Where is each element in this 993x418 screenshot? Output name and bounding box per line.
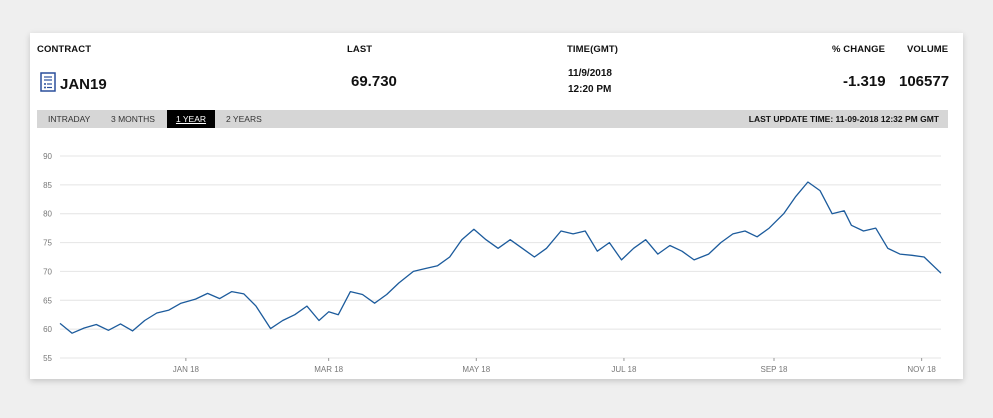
date-value: 11/9/2018	[568, 68, 612, 79]
y-tick-label: 85	[43, 181, 52, 190]
range-tab-bar: INTRADAY 3 MONTHS 1 YEAR 2 YEARS LAST UP…	[37, 110, 948, 128]
y-tick-label: 65	[43, 296, 52, 305]
tab-1-year[interactable]: 1 YEAR	[167, 110, 215, 128]
contract-header: CONTRACT	[37, 44, 92, 55]
y-tick-label: 75	[43, 239, 52, 248]
y-tick-label: 55	[43, 354, 52, 363]
change-header: % CHANGE	[832, 44, 886, 55]
price-series-line	[59, 181, 942, 334]
price-chart: 90 85 80 75 70 65 60 55 JAN 18 MAR 18 MAY 18 JUL 18…	[43, 152, 942, 374]
quote-card: CONTRACT LAST TIME(GMT) % CHANGE VOLUME …	[30, 33, 963, 379]
x-tick-label: JAN 18	[173, 365, 200, 374]
last-header: LAST	[347, 44, 373, 55]
change-value: -1.319	[843, 73, 886, 90]
y-tick-label: 70	[43, 267, 52, 276]
volume-header: VOLUME	[907, 44, 949, 55]
y-tick-label: 80	[43, 210, 52, 219]
x-tick-label: SEP 18	[761, 365, 789, 374]
tab-intraday[interactable]: INTRADAY	[48, 114, 91, 124]
y-tick-label: 90	[43, 152, 52, 161]
time-value: 12:20 PM	[568, 84, 612, 95]
last-update-time: LAST UPDATE TIME: 11-09-2018 12:32 PM GM…	[748, 114, 939, 124]
tab-3-months[interactable]: 3 MONTHS	[111, 114, 155, 124]
time-header: TIME(GMT)	[567, 44, 619, 55]
document-icon	[40, 72, 56, 92]
x-tick-label: JUL 18	[611, 365, 637, 374]
x-tick-label: MAR 18	[314, 365, 343, 374]
x-tick-label: NOV 18	[907, 365, 936, 374]
volume-value: 106577	[899, 73, 950, 90]
last-value: 69.730	[351, 73, 397, 90]
tab-2-years[interactable]: 2 YEARS	[226, 114, 262, 124]
contract-value: JAN19	[60, 76, 107, 93]
x-tick-label: MAY 18	[462, 365, 490, 374]
y-tick-label: 60	[43, 325, 52, 334]
